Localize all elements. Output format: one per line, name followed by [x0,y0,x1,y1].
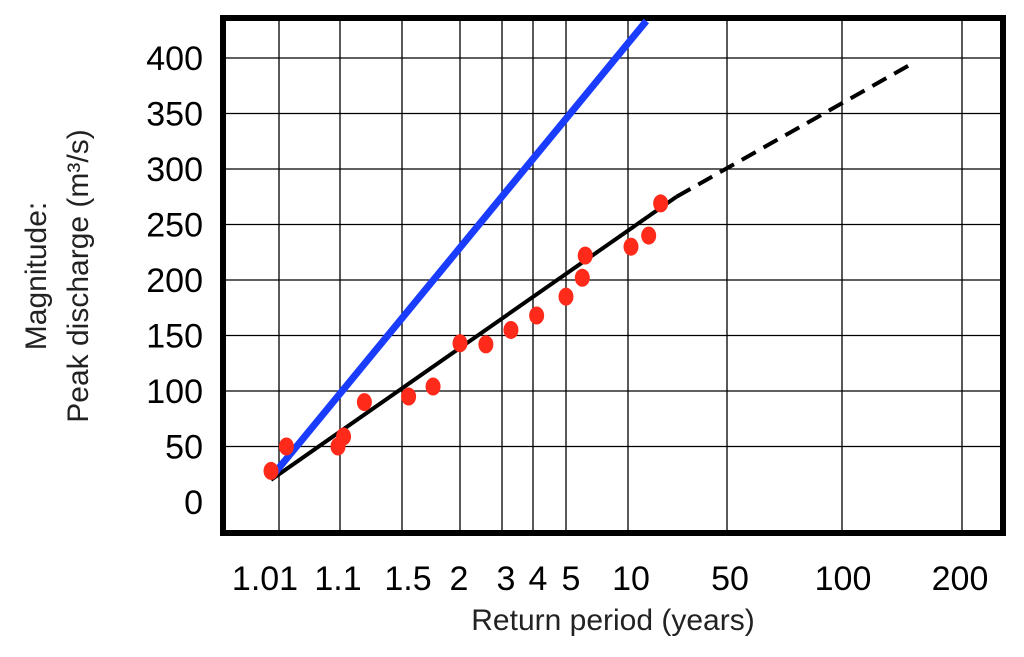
y-tick-label-0: 0 [184,484,203,522]
y-axis-title-line2: Peak discharge (m³/s) [62,129,95,422]
data-point-12 [558,287,574,306]
data-point-10 [503,320,519,339]
data-point-11 [529,306,545,325]
data-point-6 [401,387,417,406]
x-tick-label-2: 2 [450,560,469,598]
y-axis-ticks: 0 50 100 150 200 250 300 350 400 [146,40,203,522]
y-tick-label-250: 250 [146,207,203,245]
data-point-14 [577,246,593,265]
x-tick-label-4: 4 [529,560,548,598]
y-tick-label-100: 100 [146,373,203,411]
data-point-15 [623,237,639,256]
x-tick-label-10: 10 [612,560,650,598]
y-tick-label-400: 400 [146,40,203,78]
y-tick-label-200: 200 [146,262,203,300]
x-axis-title: Return period (years) [471,604,754,637]
y-tick-label-150: 150 [146,318,203,356]
data-point-17 [653,194,669,213]
x-axis-ticks: 1.01 1.1 1.5 2 3 4 5 10 50 100 200 [232,560,988,598]
data-point-5 [356,393,372,412]
fitted-line-extrapolated-dashed [675,61,914,199]
x-tick-label-1-1: 1.1 [314,560,361,598]
y-axis-title-line1: Magnitude: [20,202,53,350]
data-point-8 [452,334,468,353]
y-tick-label-300: 300 [146,151,203,189]
data-point-1 [263,461,279,480]
data-points [263,194,669,480]
y-tick-label-50: 50 [165,429,203,467]
x-tick-label-3: 3 [497,560,516,598]
lines [268,18,914,482]
data-point-7 [425,377,441,396]
data-point-9 [478,335,494,354]
x-tick-label-50: 50 [711,560,749,598]
grid [223,18,1003,533]
y-tick-label-350: 350 [146,96,203,134]
plot-frame [220,15,1006,536]
x-tick-label-1-01: 1.01 [232,560,298,598]
x-tick-label-100: 100 [815,560,872,598]
blue-trend-line [268,18,650,480]
data-point-13 [574,268,590,287]
x-tick-label-1-5: 1.5 [384,560,431,598]
x-tick-label-200: 200 [932,560,989,598]
data-point-16 [641,226,657,245]
fitted-line-solid [269,195,678,482]
x-tick-label-5: 5 [562,560,581,598]
data-point-4 [336,427,352,446]
data-point-2 [278,437,294,456]
